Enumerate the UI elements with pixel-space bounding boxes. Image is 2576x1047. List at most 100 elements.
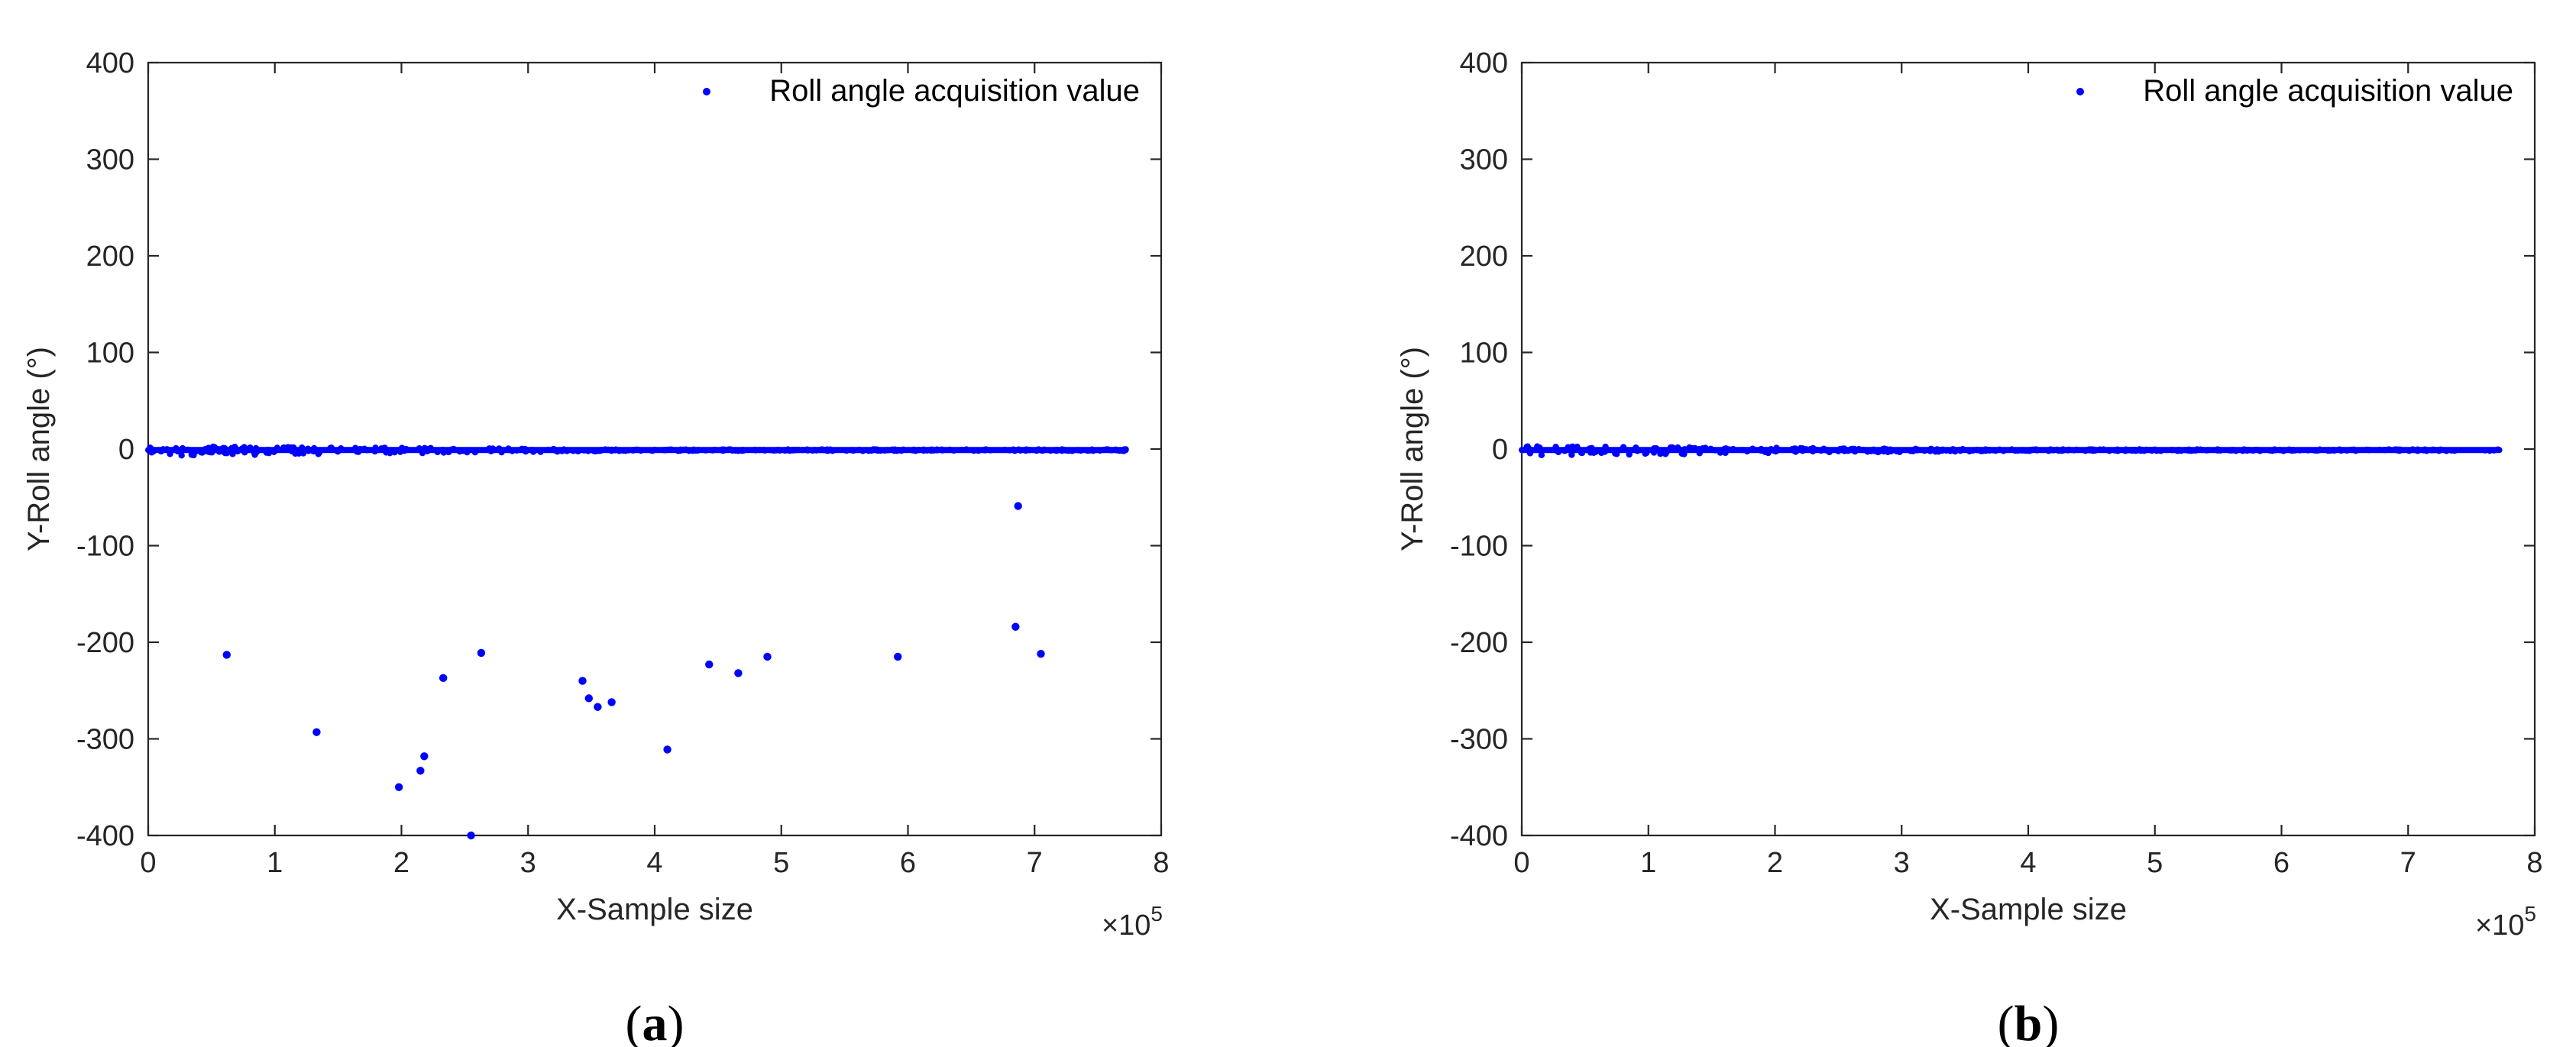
data-point <box>694 447 702 454</box>
data-point <box>1096 447 1104 454</box>
data-point <box>545 446 552 454</box>
data-point <box>1077 447 1084 454</box>
x-tick-label: 3 <box>520 847 536 879</box>
data-point <box>223 450 231 457</box>
panel-label: (b) <box>1998 996 2060 1047</box>
data-point <box>1743 448 1751 455</box>
data-point <box>1979 448 1986 454</box>
panel-label-letter: a <box>642 996 668 1047</box>
x-tick-label: 0 <box>1513 847 1529 879</box>
data-point <box>163 446 170 453</box>
y-axis-label: Y-Roll angle (°) <box>22 347 56 551</box>
y-tick-label: -300 <box>1450 724 1508 756</box>
y-tick-label: -400 <box>1450 820 1508 852</box>
x-axis-exponent-power: 5 <box>2524 902 2536 926</box>
data-point <box>870 446 877 453</box>
y-tick-label: -100 <box>76 531 134 563</box>
outlier-point <box>420 752 429 761</box>
data-point <box>2169 447 2176 454</box>
y-tick-label: 400 <box>86 47 134 79</box>
legend-label: Roll angle acquisition value <box>2143 74 2513 108</box>
data-point <box>661 447 668 454</box>
outlier-point <box>734 669 743 677</box>
data-point <box>2058 447 2065 454</box>
data-point <box>1663 448 1671 455</box>
legend-label: Roll angle acquisition value <box>769 74 1140 108</box>
data-point <box>625 447 632 454</box>
data-point <box>193 448 199 455</box>
data-point <box>1552 443 1559 451</box>
data-point <box>327 444 334 451</box>
data-point <box>950 447 957 454</box>
data-point <box>209 443 217 451</box>
data-point <box>1956 447 1963 454</box>
data-point <box>2011 447 2018 454</box>
data-point <box>2290 447 2296 454</box>
data-point <box>290 444 297 451</box>
x-tick-label: 0 <box>140 847 156 879</box>
outlier-point <box>416 767 425 775</box>
data-point <box>911 446 917 454</box>
outlier-point <box>1011 622 1020 631</box>
data-point <box>2246 447 2253 454</box>
data-point <box>558 448 565 454</box>
outlier-point <box>894 652 902 661</box>
data-point <box>304 445 312 452</box>
data-point <box>612 446 620 453</box>
data-point <box>928 446 936 454</box>
panel-b: 0 1 2 3 4 5 6 7 8 -400 -300 -200 -100 0 100 200 300 400 X-… <box>1396 47 2543 1047</box>
data-point <box>2271 446 2278 453</box>
data-point <box>809 447 816 454</box>
data-point <box>2228 447 2235 454</box>
data-point <box>689 447 696 454</box>
panel-label-letter: b <box>2015 996 2043 1047</box>
data-point <box>2366 447 2373 454</box>
y-tick-label: 300 <box>1460 144 1508 176</box>
x-tick-label: 7 <box>1027 847 1043 879</box>
data-point <box>1949 446 1956 453</box>
x-tick-label: 3 <box>1894 847 1910 879</box>
outlier-point <box>477 648 486 658</box>
y-tick-label: 200 <box>1460 241 1508 273</box>
x-tick-label: 1 <box>267 847 283 879</box>
data-point <box>371 446 379 453</box>
x-axis-exponent-power: 5 <box>1150 902 1163 926</box>
data-point <box>1686 446 1693 453</box>
data-point <box>1711 447 1719 454</box>
data-point <box>1864 448 1872 455</box>
panel-a: 0 1 2 3 4 5 6 7 8 -400 -300 -200 -100 0 100 200 300 400 X-… <box>22 47 1170 1047</box>
data-point <box>1524 443 1531 450</box>
data-point <box>439 447 446 454</box>
data-point <box>2100 446 2107 453</box>
data-point <box>2451 447 2458 454</box>
data-point <box>241 444 248 451</box>
x-axis-label: X-Sample size <box>556 893 753 926</box>
data-point <box>1792 448 1799 455</box>
y-tick-label: 100 <box>86 338 134 370</box>
data-point <box>554 448 561 455</box>
panel-label-open: ( <box>626 996 642 1047</box>
data-point <box>383 447 391 454</box>
x-tick-label: 2 <box>1767 847 1783 879</box>
data-point <box>202 445 209 453</box>
x-tick-label: 6 <box>900 847 916 879</box>
data-point <box>564 448 571 454</box>
x-axis-exponent-label: ×105 <box>1102 902 1163 942</box>
data-point <box>2214 446 2222 453</box>
data-point <box>1679 447 1686 454</box>
data-point <box>637 447 645 454</box>
data-point <box>1908 447 1915 454</box>
data-point <box>1089 446 1095 453</box>
data-point <box>827 446 834 453</box>
data-point <box>2420 447 2427 454</box>
data-point <box>2122 448 2129 454</box>
data-point <box>2305 447 2312 454</box>
data-point <box>2193 446 2201 453</box>
data-point <box>1799 448 1806 454</box>
data-point <box>403 445 409 453</box>
data-point <box>354 446 361 454</box>
data-point <box>1590 449 1597 456</box>
outlier-point <box>394 783 403 791</box>
x-tick-label: 1 <box>1640 847 1656 879</box>
data-point <box>471 448 479 456</box>
